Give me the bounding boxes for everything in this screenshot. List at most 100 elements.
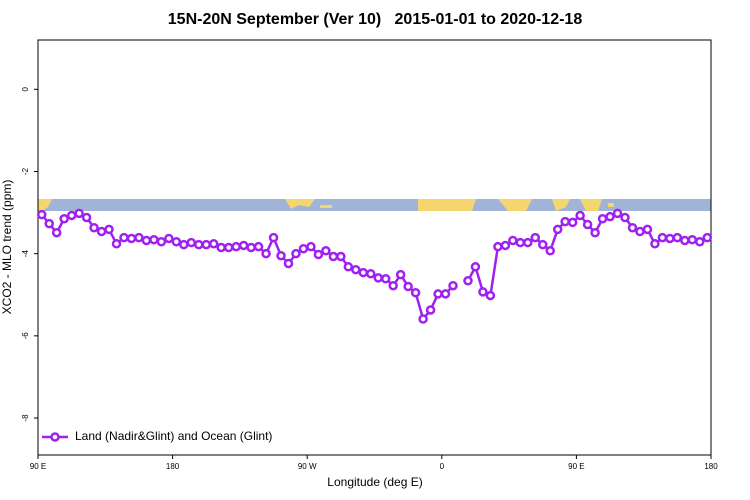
data-point xyxy=(500,240,511,251)
data-point xyxy=(470,262,481,272)
data-point xyxy=(463,276,473,286)
data-point xyxy=(126,233,137,244)
data-point xyxy=(81,212,92,223)
data-point xyxy=(298,243,309,254)
y-tick-label: -4 xyxy=(21,250,30,258)
data-point xyxy=(44,218,54,229)
data-point xyxy=(552,224,563,235)
data-point xyxy=(687,234,698,245)
data-point xyxy=(508,235,518,246)
data-point xyxy=(104,224,114,235)
data-point xyxy=(478,287,488,297)
y-axis-label: XCO2 - MLO trend (ppm) xyxy=(0,180,14,315)
data-point xyxy=(702,232,713,243)
data-point xyxy=(134,232,144,243)
data-point xyxy=(672,232,683,243)
series-line xyxy=(40,212,708,322)
data-point xyxy=(261,248,271,259)
data-point xyxy=(380,273,391,284)
y-tick-label: -2 xyxy=(21,167,30,175)
data-point xyxy=(164,233,174,244)
data-point xyxy=(695,236,705,247)
data-point xyxy=(216,242,226,253)
map-strip xyxy=(38,199,711,211)
data-point xyxy=(665,233,675,244)
data-point xyxy=(523,237,533,248)
data-point xyxy=(141,235,152,246)
data-point xyxy=(351,264,361,275)
data-point xyxy=(89,223,99,233)
chart-title: 15N-20N September (Ver 10) 2015-01-01 to… xyxy=(168,11,583,28)
data-point xyxy=(149,234,159,245)
data-point xyxy=(66,210,77,221)
data-point xyxy=(74,208,84,219)
data-point xyxy=(612,208,623,219)
data-point xyxy=(268,232,279,243)
data-point xyxy=(51,227,62,238)
data-point xyxy=(425,305,436,315)
legend-label: Land (Nadir&Glint) and Ocean (Glint) xyxy=(75,429,272,443)
data-point xyxy=(291,248,301,259)
x-tick-label: 90 E xyxy=(568,462,584,471)
data-point xyxy=(418,314,428,324)
data-point xyxy=(493,241,503,252)
data-point xyxy=(657,232,668,243)
data-point xyxy=(373,273,383,283)
data-point xyxy=(485,290,496,301)
data-point xyxy=(171,236,182,247)
plot-frame xyxy=(37,39,712,456)
data-point xyxy=(253,241,264,252)
data-point xyxy=(590,227,600,238)
data-point xyxy=(336,251,346,262)
data-point xyxy=(119,232,129,243)
y-tick-label: 0 xyxy=(21,87,30,92)
legend-marker xyxy=(50,432,60,442)
data-point xyxy=(283,258,294,269)
data-point xyxy=(433,289,443,299)
data-point xyxy=(440,289,451,299)
x-tick-label: 0 xyxy=(440,462,445,471)
data-point xyxy=(231,241,241,252)
data-point xyxy=(403,281,413,292)
data-point xyxy=(194,239,204,250)
data-point xyxy=(627,223,638,233)
data-point xyxy=(567,217,578,228)
data-point xyxy=(96,226,107,237)
data-point xyxy=(186,237,197,248)
x-axis-label: Longitude (deg E) xyxy=(327,475,422,489)
x-tick-label: 180 xyxy=(166,462,180,471)
data-point xyxy=(620,212,630,223)
x-tick-label: 90 W xyxy=(298,462,317,471)
data-point xyxy=(246,242,256,253)
data-point xyxy=(635,226,645,237)
data-point xyxy=(36,209,47,220)
x-tick-label: 180 xyxy=(704,462,718,471)
y-tick-label: -6 xyxy=(21,332,30,340)
data-point xyxy=(59,213,69,224)
data-point xyxy=(313,249,324,260)
data-point xyxy=(156,236,167,247)
data-point xyxy=(201,239,211,250)
data-point xyxy=(366,269,376,279)
data-point xyxy=(395,269,406,280)
y-tick-label: -8 xyxy=(21,414,30,422)
data-point xyxy=(223,242,234,253)
data-point xyxy=(358,267,369,278)
data-point xyxy=(642,224,653,235)
data-point xyxy=(238,240,249,251)
data-point xyxy=(208,239,219,249)
x-tick-label: 90 E xyxy=(30,462,46,471)
data-point xyxy=(306,241,316,252)
data-point xyxy=(321,246,331,256)
data-point xyxy=(448,280,458,291)
data-point xyxy=(650,239,660,249)
data-point xyxy=(343,262,354,272)
data-point xyxy=(582,219,593,230)
data-point xyxy=(388,280,398,291)
data-point xyxy=(276,250,286,261)
data-point xyxy=(538,239,548,250)
data-point xyxy=(575,210,585,221)
data-point xyxy=(605,211,615,222)
data-point xyxy=(597,213,608,224)
